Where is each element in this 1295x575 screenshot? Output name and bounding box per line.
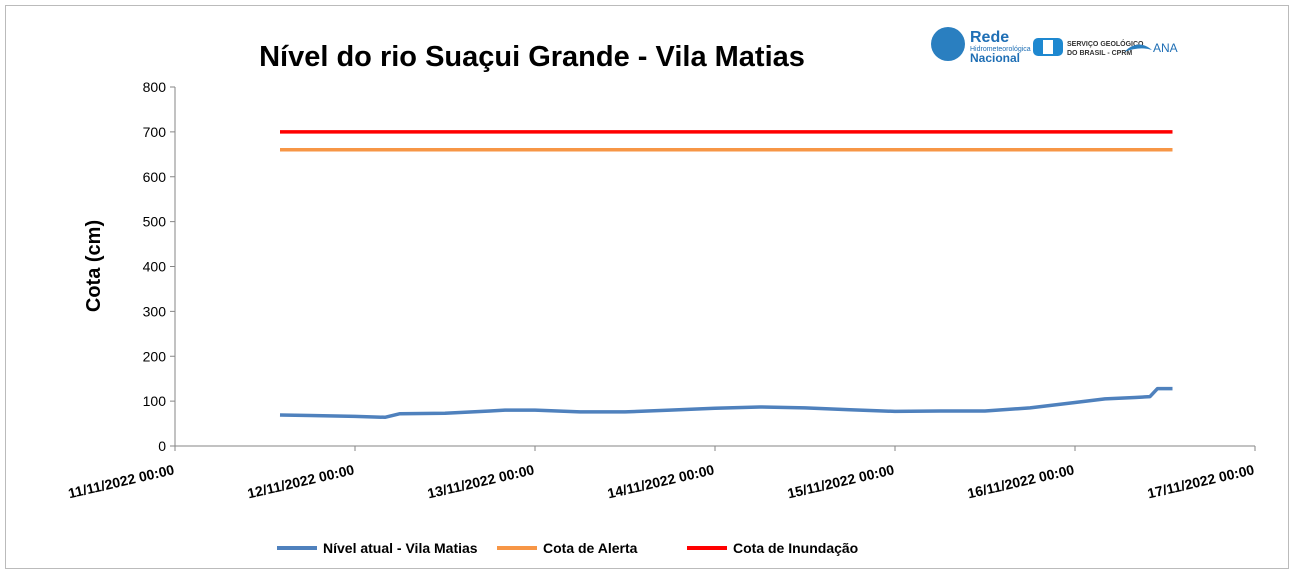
logo-text: DO BRASIL - CPRM (1067, 50, 1132, 57)
y-tick-label: 700 (143, 124, 167, 140)
series-line (279, 386, 1173, 420)
y-tick-label: 200 (143, 348, 167, 364)
chart-title: Nível do rio Suaçui Grande - Vila Matias (259, 41, 805, 73)
logo-icon (1124, 44, 1152, 52)
y-tick-label: 300 (143, 303, 167, 319)
logo-text: SERVIÇO GEOLÓGICO (1067, 39, 1144, 48)
logo-icon (931, 27, 965, 61)
legend-label: Cota de Inundação (733, 540, 858, 556)
logo-text: Nacional (970, 51, 1020, 65)
logo-text: Hidrometeorológica (970, 46, 1031, 53)
logo-icon (1043, 40, 1053, 54)
y-tick-label: 400 (143, 259, 167, 275)
y-tick-label: 0 (158, 438, 166, 454)
y-tick-label: 600 (143, 169, 167, 185)
logos: Rede Hidrometeorológica Nacional SERVIÇO… (931, 27, 1178, 65)
chart-frame (5, 5, 1289, 569)
legend-label: Cota de Alerta (543, 540, 638, 556)
logo-text: Rede (970, 29, 1009, 46)
logo-text: ANA (1153, 41, 1178, 55)
legend-label: Nível atual - Vila Matias (323, 540, 478, 556)
y-tick-label: 100 (143, 393, 167, 409)
y-tick-label: 800 (143, 79, 167, 95)
y-axis-label: Cota (cm) (83, 220, 105, 312)
y-tick-label: 500 (143, 214, 167, 230)
